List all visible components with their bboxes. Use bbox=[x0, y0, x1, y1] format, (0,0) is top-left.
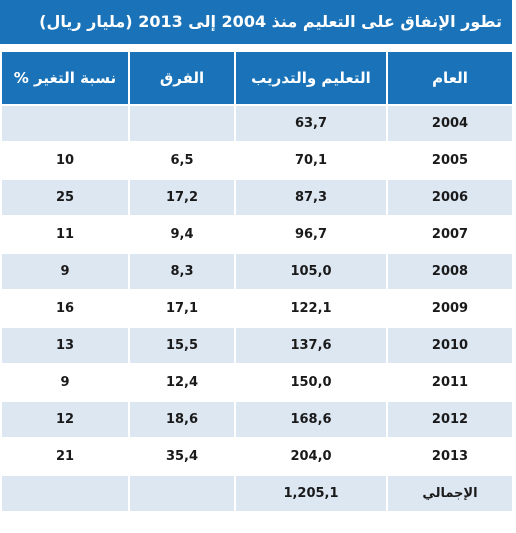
table-row: 2012 168,6 18,6 12 bbox=[2, 402, 512, 437]
cell-change-pct: 9 bbox=[2, 365, 128, 400]
total-row: الإجمالي 1,205,1 bbox=[2, 476, 512, 511]
table-row: 2008 105,0 8,3 9 bbox=[2, 254, 512, 289]
cell-difference: 17,2 bbox=[130, 180, 234, 215]
table-row: 2007 96,7 9,4 11 bbox=[2, 217, 512, 252]
cell-year: 2010 bbox=[388, 328, 512, 363]
table-row: 2006 87,3 17,2 25 bbox=[2, 180, 512, 215]
cell-education: 63,7 bbox=[236, 106, 386, 141]
total-difference bbox=[130, 476, 234, 511]
cell-education: 87,3 bbox=[236, 180, 386, 215]
cell-year: 2005 bbox=[388, 143, 512, 178]
cell-difference: 6,5 bbox=[130, 143, 234, 178]
cell-year: 2007 bbox=[388, 217, 512, 252]
cell-change-pct: 13 bbox=[2, 328, 128, 363]
cell-year: 2013 bbox=[388, 439, 512, 474]
cell-difference bbox=[130, 106, 234, 141]
cell-year: 2011 bbox=[388, 365, 512, 400]
header-year: العام bbox=[388, 52, 512, 104]
header-row: العام التعليم والتدريب الفرق نسبة التغير… bbox=[2, 52, 512, 104]
total-label: الإجمالي bbox=[388, 476, 512, 511]
cell-education: 168,6 bbox=[236, 402, 386, 437]
cell-change-pct: 11 bbox=[2, 217, 128, 252]
cell-difference: 17,1 bbox=[130, 291, 234, 326]
cell-year: 2006 bbox=[388, 180, 512, 215]
spending-table: العام التعليم والتدريب الفرق نسبة التغير… bbox=[0, 50, 514, 513]
header-change-pct: نسبة التغير % bbox=[2, 52, 128, 104]
table-row: 2013 204,0 35,4 21 bbox=[2, 439, 512, 474]
cell-education: 70,1 bbox=[236, 143, 386, 178]
cell-year: 2004 bbox=[388, 106, 512, 141]
table-row: 2004 63,7 bbox=[2, 106, 512, 141]
cell-education: 105,0 bbox=[236, 254, 386, 289]
cell-education: 137,6 bbox=[236, 328, 386, 363]
table-title: تطور الإنفاق على التعليم منذ 2004 إلى 20… bbox=[0, 0, 512, 44]
header-difference: الفرق bbox=[130, 52, 234, 104]
cell-change-pct bbox=[2, 106, 128, 141]
total-education: 1,205,1 bbox=[236, 476, 386, 511]
cell-education: 122,1 bbox=[236, 291, 386, 326]
table-row: 2009 122,1 17,1 16 bbox=[2, 291, 512, 326]
cell-difference: 15,5 bbox=[130, 328, 234, 363]
cell-year: 2008 bbox=[388, 254, 512, 289]
table-row: 2005 70,1 6,5 10 bbox=[2, 143, 512, 178]
table-row: 2011 150,0 12,4 9 bbox=[2, 365, 512, 400]
cell-change-pct: 9 bbox=[2, 254, 128, 289]
cell-difference: 35,4 bbox=[130, 439, 234, 474]
cell-education: 96,7 bbox=[236, 217, 386, 252]
cell-difference: 12,4 bbox=[130, 365, 234, 400]
cell-education: 204,0 bbox=[236, 439, 386, 474]
cell-year: 2009 bbox=[388, 291, 512, 326]
cell-difference: 9,4 bbox=[130, 217, 234, 252]
cell-difference: 8,3 bbox=[130, 254, 234, 289]
cell-change-pct: 10 bbox=[2, 143, 128, 178]
cell-year: 2012 bbox=[388, 402, 512, 437]
total-change-pct bbox=[2, 476, 128, 511]
cell-education: 150,0 bbox=[236, 365, 386, 400]
cell-difference: 18,6 bbox=[130, 402, 234, 437]
cell-change-pct: 12 bbox=[2, 402, 128, 437]
cell-change-pct: 21 bbox=[2, 439, 128, 474]
cell-change-pct: 16 bbox=[2, 291, 128, 326]
table-row: 2010 137,6 15,5 13 bbox=[2, 328, 512, 363]
cell-change-pct: 25 bbox=[2, 180, 128, 215]
header-education: التعليم والتدريب bbox=[236, 52, 386, 104]
